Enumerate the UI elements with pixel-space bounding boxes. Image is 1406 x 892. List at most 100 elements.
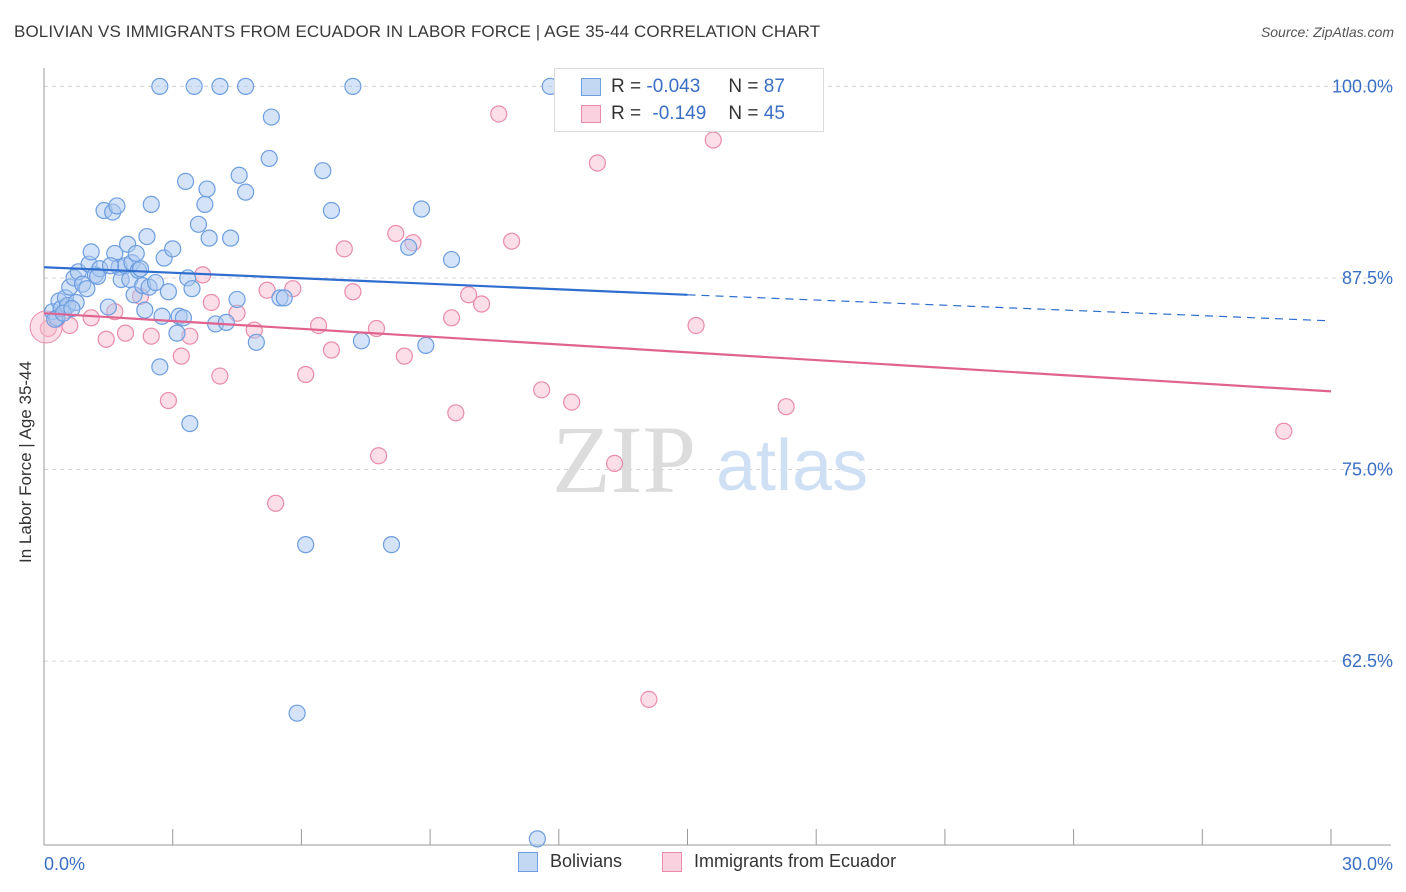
- bolivian-point: [442, 250, 461, 269]
- bolivian-point: [153, 307, 171, 325]
- y-tick-label: 62.5%: [1342, 651, 1393, 671]
- stats-legend: R = -0.043 N = 87 R = -0.149 N = 45: [554, 68, 824, 132]
- legend-row-bolivians: R = -0.043 N = 87: [555, 74, 785, 100]
- bolivian-point: [200, 229, 218, 247]
- legend-label-ecuador: Immigrants from Ecuador: [694, 851, 897, 871]
- legend-n-label: N =: [728, 103, 759, 124]
- bolivian-point: [127, 244, 145, 263]
- bolivian-point: [217, 313, 235, 332]
- legend-n-value: 87: [763, 76, 785, 97]
- bolivian-point: [237, 183, 255, 201]
- bolivian-point: [164, 240, 182, 258]
- series-bolivians-points: [43, 77, 576, 848]
- ecuador-point: [687, 316, 705, 335]
- trend-lines: [43, 266, 1332, 393]
- bolivians-trend-extension: [687, 294, 1332, 322]
- ecuador-trend-line: [43, 312, 1332, 393]
- ecuador-point: [97, 330, 115, 348]
- bolivian-point: [151, 77, 169, 95]
- watermark: ZIP atlas: [552, 406, 868, 513]
- ecuador-point: [322, 341, 341, 359]
- bolivian-point: [528, 830, 546, 848]
- ecuador-point: [370, 447, 388, 465]
- ecuador-point: [605, 454, 624, 472]
- source-label: Source: ZipAtlas.com: [1260, 24, 1394, 40]
- bolivian-point: [189, 215, 208, 233]
- watermark-atlas: atlas: [716, 426, 868, 506]
- bolivian-point: [99, 298, 117, 316]
- legend-swatch-ecuador: [662, 851, 682, 872]
- ecuador-point: [533, 381, 551, 399]
- ecuador-point: [202, 293, 220, 312]
- legend-row-ecuador: R = -0.149 N = 45: [555, 101, 785, 127]
- ecuador-point: [503, 232, 521, 250]
- x-tick-label: 0.0%: [44, 854, 85, 874]
- ecuador-point: [344, 283, 362, 301]
- bolivian-point: [228, 290, 246, 309]
- bolivian-point: [222, 229, 240, 247]
- ecuador-point: [211, 367, 229, 385]
- bolivian-point: [78, 280, 96, 298]
- legend-item-bolivians: Bolivians: [518, 851, 622, 872]
- ecuador-point: [297, 365, 315, 384]
- watermark-zip: ZIP: [552, 406, 696, 513]
- bolivian-point: [412, 200, 431, 218]
- legend-n-label: N =: [728, 76, 759, 97]
- bolivian-point: [131, 260, 150, 278]
- bolivian-point: [159, 283, 178, 301]
- bolivian-point: [198, 180, 216, 198]
- bolivian-point: [183, 280, 201, 298]
- bolivian-point: [352, 332, 371, 350]
- bolivian-point: [138, 227, 156, 246]
- legend-r-label: R =: [611, 76, 642, 97]
- ecuador-point: [777, 398, 795, 416]
- bolivian-point: [196, 195, 214, 213]
- ecuador-point: [335, 240, 353, 258]
- bolivian-point: [82, 243, 100, 261]
- y-tick-label: 87.5%: [1342, 268, 1393, 288]
- bolivians-trend-line: [43, 266, 688, 296]
- ecuador-point: [395, 347, 413, 365]
- legend-label-bolivians: Bolivians: [550, 851, 623, 871]
- bolivian-point: [151, 358, 169, 376]
- bolivian-point: [322, 201, 341, 220]
- ecuador-point: [588, 154, 607, 172]
- axes: [43, 68, 1391, 846]
- ecuador-point: [142, 327, 160, 345]
- x-tick-label: 30.0%: [1342, 854, 1393, 874]
- ecuador-point: [472, 295, 491, 313]
- legend-swatch-blue: [581, 78, 601, 96]
- legend-r-value: -0.149: [652, 103, 707, 124]
- legend-r-label: R =: [611, 103, 642, 124]
- ecuador-point: [460, 286, 478, 304]
- bolivian-point: [400, 238, 418, 256]
- ecuador-point: [640, 690, 658, 709]
- legend-n-value: 45: [763, 103, 785, 124]
- ecuador-point: [258, 281, 276, 299]
- tick-labels: 100.0% 87.5% 75.0% 62.5% 0.0% 30.0%: [44, 76, 1393, 874]
- bolivian-point: [288, 704, 306, 722]
- ecuador-point: [704, 131, 722, 149]
- bolivian-point: [237, 77, 255, 95]
- ecuador-point: [387, 224, 405, 243]
- bolivian-point: [247, 333, 265, 351]
- ecuador-point: [1275, 422, 1293, 440]
- legend-r-value: -0.043: [646, 76, 701, 97]
- bolivian-point: [314, 162, 332, 180]
- legend-item-ecuador: Immigrants from Ecuador: [662, 851, 896, 872]
- bolivian-point: [142, 195, 160, 213]
- ecuador-point: [442, 309, 461, 327]
- bolivian-point: [297, 536, 315, 554]
- legend-swatch-bolivians: [518, 851, 538, 872]
- ecuador-point: [447, 404, 465, 422]
- bolivian-point: [185, 77, 203, 95]
- y-tick-label: 75.0%: [1342, 460, 1393, 480]
- y-axis-label: In Labor Force | Age 35-44: [16, 361, 35, 563]
- bolivian-point: [211, 77, 229, 95]
- bolivian-point: [181, 414, 199, 433]
- bolivian-point: [136, 301, 154, 319]
- bolivian-point: [260, 149, 278, 168]
- legend-swatch-pink: [581, 105, 601, 123]
- ecuador-point: [159, 391, 178, 410]
